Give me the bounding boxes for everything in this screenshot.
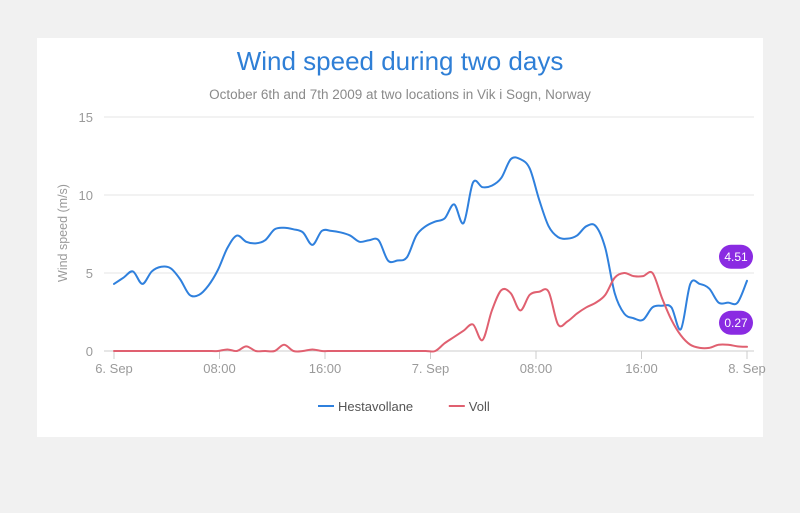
y-tick-label: 10 [79, 188, 93, 203]
series-line-hestavollane[interactable] [113, 156, 748, 331]
series-line-voll[interactable] [113, 270, 748, 353]
x-tick-label: 08:00 [520, 361, 553, 376]
x-tick-label: 6. Sep [95, 361, 133, 376]
legend-item-voll[interactable]: Voll [469, 399, 490, 414]
y-tick-label: 15 [79, 110, 93, 125]
y-tick-label: 0 [86, 344, 93, 359]
chart-title: Wind speed during two days [237, 46, 564, 76]
end-labels: 4.51 0.27 [719, 244, 753, 335]
x-tick-label: 08:00 [203, 361, 236, 376]
x-tick-label: 16:00 [625, 361, 658, 376]
grid-lines [104, 116, 754, 352]
y-axis-title: Wind speed (m/s) [56, 184, 70, 282]
legend: Hestavollane Voll [318, 399, 490, 414]
end-label-value: 4.51 [724, 250, 748, 264]
x-tick-label: 7. Sep [412, 361, 450, 376]
chart-card [37, 38, 763, 437]
end-label-bubble [719, 244, 753, 269]
series-lines [113, 156, 748, 353]
chart-subtitle: October 6th and 7th 2009 at two location… [209, 87, 591, 102]
legend-item-hestavollane[interactable]: Hestavollane [338, 399, 413, 414]
x-tick-label: 16:00 [309, 361, 342, 376]
y-tick-label: 5 [86, 266, 93, 281]
x-axis-ticks: 6. Sep 08:00 16:00 7. Sep 08:00 16:00 8. Sep [95, 351, 766, 376]
end-label-bubble [719, 310, 753, 335]
y-axis-ticks: 0 5 10 15 [79, 110, 93, 359]
end-label-value: 0.27 [724, 316, 748, 330]
x-tick-label: 8. Sep [728, 361, 766, 376]
